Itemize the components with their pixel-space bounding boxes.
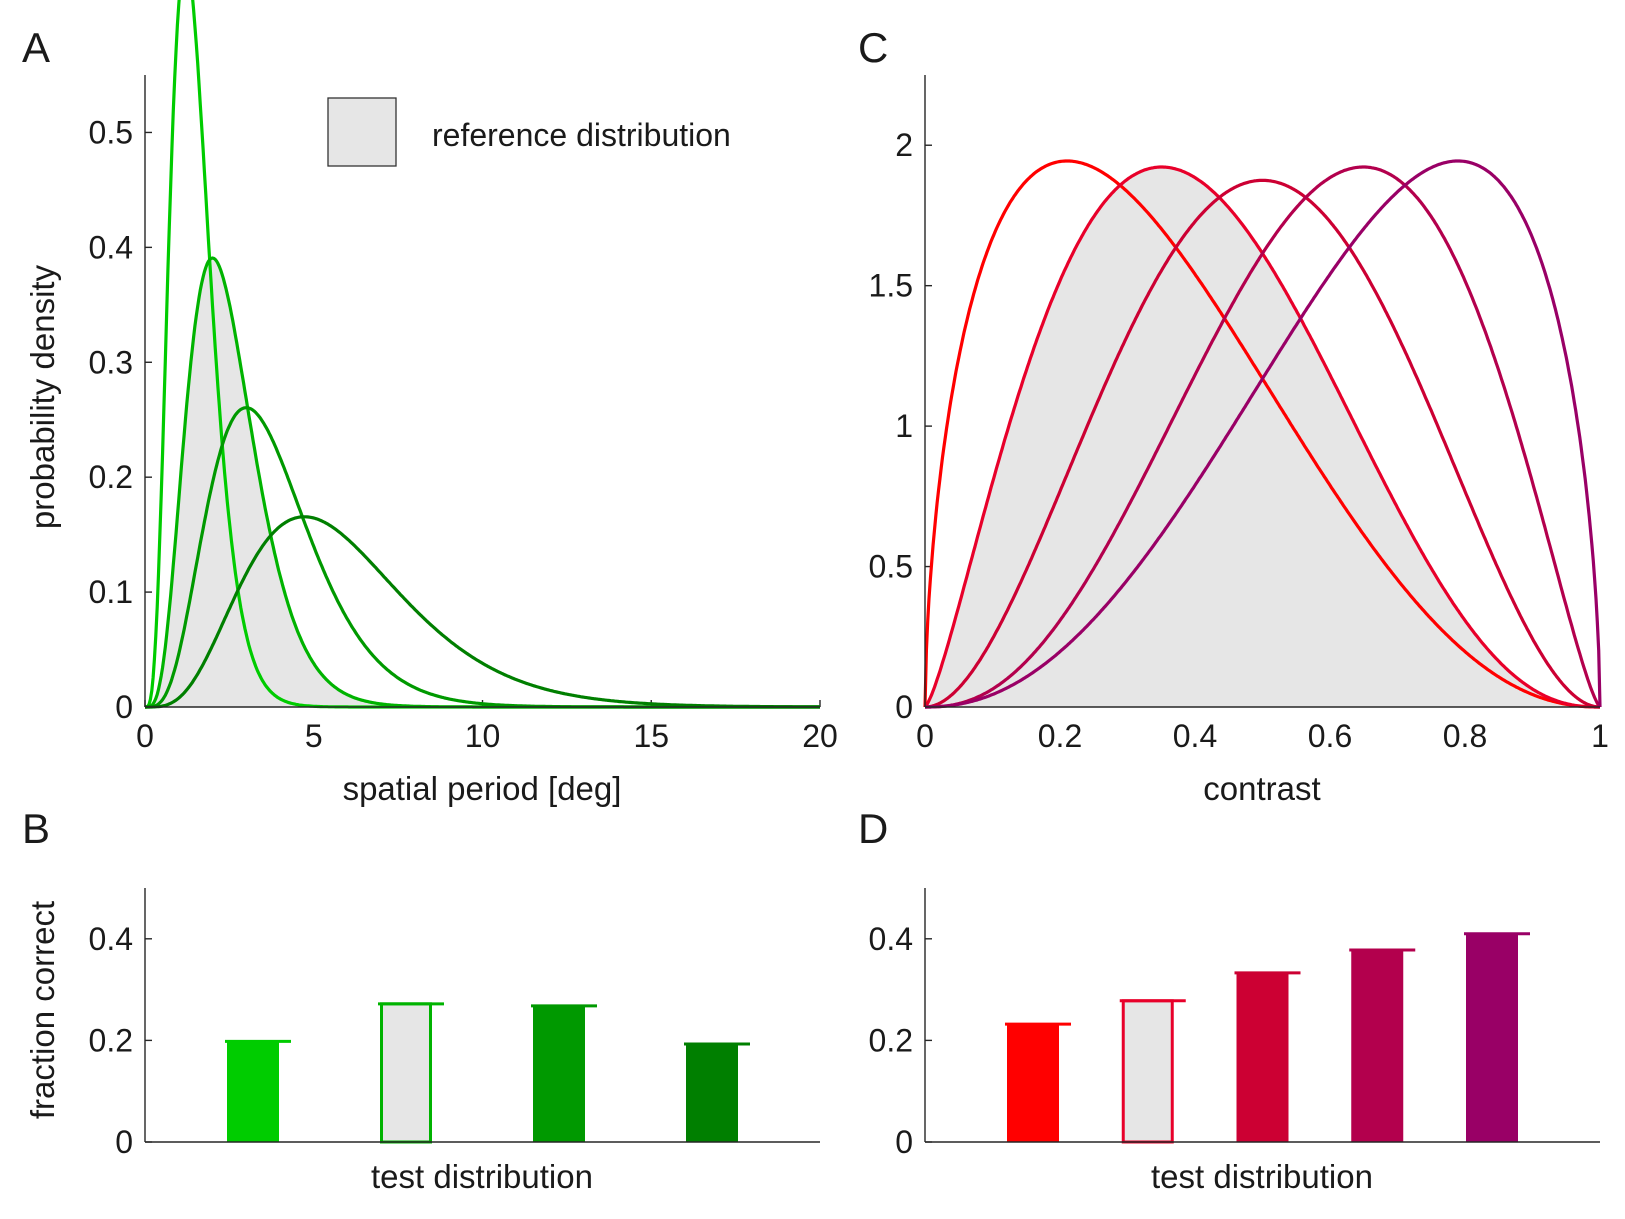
panel-letter-d: D: [858, 805, 888, 852]
x-tick-label: 0: [136, 718, 154, 754]
bar-1: [1007, 1024, 1059, 1142]
bar-1: [227, 1041, 279, 1142]
y-tick-label: 0.5: [89, 114, 133, 150]
x-axis-label: spatial period [deg]: [343, 770, 622, 807]
y-tick-label: 0.4: [89, 921, 133, 957]
x-axis-label: test distribution: [371, 1158, 593, 1195]
legend-swatch: [327, 97, 397, 167]
y-tick-label: 0: [115, 1124, 133, 1160]
x-tick-label: 20: [802, 718, 838, 754]
legend-label: reference distribution: [432, 117, 731, 153]
x-tick-label: 0.6: [1308, 718, 1352, 754]
reference-distribution-fill: [925, 167, 1600, 707]
density-curve-5: [924, 159, 1602, 709]
y-tick-label: 0.2: [89, 1022, 133, 1058]
density-curve-4: [144, 515, 821, 709]
x-tick-label: 15: [633, 718, 669, 754]
x-tick-label: 0.2: [1038, 718, 1082, 754]
panel-letter-a: A: [22, 24, 50, 71]
x-axis-label: test distribution: [1151, 1158, 1373, 1195]
bar-reference: [380, 1002, 432, 1144]
y-tick-label: 0: [895, 689, 913, 725]
x-tick-label: 0.8: [1443, 718, 1487, 754]
bar-4: [686, 1043, 738, 1142]
y-tick-label: 0.1: [89, 574, 133, 610]
y-axis-label: fraction correct: [24, 901, 61, 1119]
density-curve-3: [924, 178, 1601, 709]
bar-5: [1466, 933, 1518, 1142]
y-tick-label: 0.3: [89, 344, 133, 380]
x-tick-label: 5: [305, 718, 323, 754]
x-tick-label: 10: [465, 718, 501, 754]
panel-c-contrast-density: C contrast 0 0.5 1 1.5 2 0 0.2 0.4 0.6 0.8 1: [858, 24, 1609, 807]
bar-reference: [1121, 999, 1174, 1144]
y-tick-label: 1: [895, 408, 913, 444]
y-tick-label: 0.2: [869, 1022, 913, 1058]
x-axis-label: contrast: [1203, 770, 1320, 807]
density-curve-4: [924, 165, 1602, 709]
bar-3: [1236, 972, 1289, 1142]
y-tick-label: 2: [895, 127, 913, 163]
y-tick-label: 0.2: [89, 459, 133, 495]
bar-4: [1351, 949, 1404, 1142]
panel-letter-c: C: [858, 24, 888, 71]
panel-a-spatial-period-density: A reference distribution spatial period …: [22, 0, 838, 807]
y-tick-label: 1.5: [869, 268, 913, 304]
x-tick-label: 0: [916, 718, 934, 754]
panel-d-fraction-correct: D test distribution 0 0.2 0.4: [858, 805, 1600, 1195]
y-tick-label: 0.5: [869, 549, 913, 585]
y-axis-label: probability density: [24, 264, 61, 529]
y-tick-label: 0: [895, 1124, 913, 1160]
bar-3: [533, 1005, 585, 1142]
x-tick-label: 1: [1591, 718, 1609, 754]
panel-b-fraction-correct: B test distribution fraction correct 0 0.…: [22, 805, 820, 1195]
x-tick-label: 0.4: [1173, 718, 1217, 754]
y-tick-label: 0: [115, 689, 133, 725]
y-tick-label: 0.4: [869, 921, 913, 957]
panel-letter-b: B: [22, 805, 50, 852]
y-tick-label: 0.4: [89, 229, 133, 265]
